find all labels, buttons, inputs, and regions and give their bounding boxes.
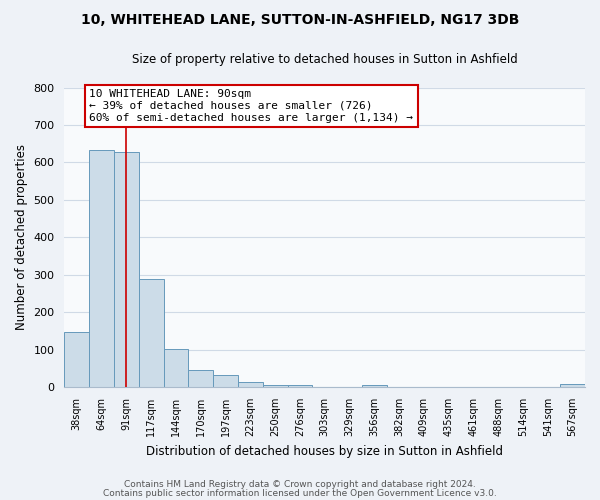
Text: Contains public sector information licensed under the Open Government Licence v3: Contains public sector information licen… (103, 488, 497, 498)
Bar (238, 382, 263, 387)
Y-axis label: Number of detached properties: Number of detached properties (15, 144, 28, 330)
Bar (89, 150, 114, 387)
Bar (560, 384, 585, 387)
Text: Contains HM Land Registry data © Crown copyright and database right 2024.: Contains HM Land Registry data © Crown c… (124, 480, 476, 489)
Bar (362, 385, 386, 387)
Bar (164, 349, 188, 387)
Bar (213, 375, 238, 387)
Text: 10, WHITEHEAD LANE, SUTTON-IN-ASHFIELD, NG17 3DB: 10, WHITEHEAD LANE, SUTTON-IN-ASHFIELD, … (81, 12, 519, 26)
Bar (139, 279, 164, 387)
Bar (188, 370, 213, 387)
Text: 10 WHITEHEAD LANE: 90sqm
← 39% of detached houses are smaller (726)
60% of semi-: 10 WHITEHEAD LANE: 90sqm ← 39% of detach… (89, 90, 413, 122)
Bar (287, 385, 313, 387)
Bar (263, 385, 287, 387)
Bar (64, 332, 89, 387)
X-axis label: Distribution of detached houses by size in Sutton in Ashfield: Distribution of detached houses by size … (146, 444, 503, 458)
Bar (114, 152, 139, 387)
Title: Size of property relative to detached houses in Sutton in Ashfield: Size of property relative to detached ho… (132, 52, 518, 66)
